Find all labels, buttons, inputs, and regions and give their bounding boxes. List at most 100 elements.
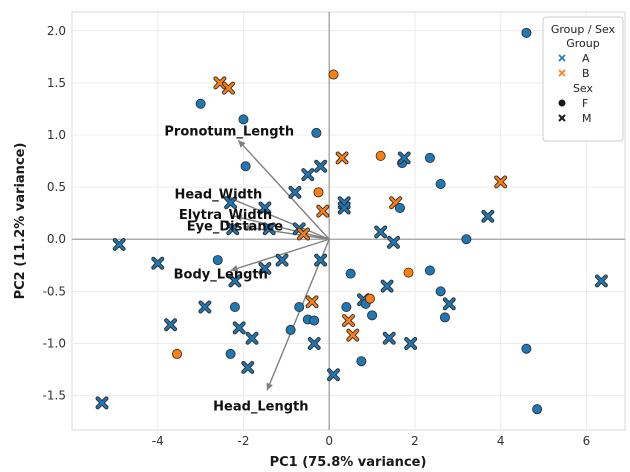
data-point — [313, 187, 324, 198]
marker-x — [259, 202, 271, 214]
data-point — [367, 310, 378, 321]
data-point — [288, 185, 302, 199]
data-point — [316, 204, 330, 218]
data-point — [594, 274, 608, 288]
x-tick-label: 4 — [497, 434, 505, 448]
x-tick-label: 6 — [583, 434, 591, 448]
loading-label: Eye_Distance — [187, 219, 284, 234]
marker-x — [495, 176, 507, 188]
data-point — [240, 161, 251, 172]
y-tick-label: 0.5 — [47, 180, 66, 194]
marker-x — [233, 322, 245, 334]
data-point — [341, 301, 352, 312]
data-point — [226, 222, 240, 236]
y-axis-label: PC2 (11.2% variance) — [13, 143, 28, 300]
marker-x — [263, 223, 275, 235]
marker-circle — [394, 202, 405, 213]
legend-label: B — [582, 67, 590, 80]
data-point — [212, 255, 223, 266]
marker-circle — [367, 310, 378, 321]
data-point — [337, 201, 351, 215]
data-point — [309, 315, 320, 326]
scatter-points — [95, 27, 608, 415]
legend-header: Sex — [573, 82, 594, 95]
data-point — [275, 253, 289, 267]
x-axis-label: PC1 (75.8% variance) — [270, 455, 427, 470]
marker-x — [199, 301, 211, 313]
y-tick-label: 2.0 — [47, 24, 66, 38]
data-point — [232, 321, 246, 335]
data-point — [439, 312, 450, 323]
legend-header: Group — [566, 37, 600, 50]
data-point — [172, 348, 183, 359]
marker-circle — [461, 234, 472, 245]
marker-x — [383, 332, 395, 344]
y-tick-label: -0.5 — [43, 284, 66, 298]
marker-circle — [313, 187, 324, 198]
marker-circle — [195, 98, 206, 109]
marker-x — [308, 337, 320, 350]
marker-x — [398, 152, 410, 164]
marker-circle — [424, 152, 435, 163]
data-point — [374, 225, 388, 239]
data-point — [314, 159, 328, 173]
data-point — [382, 331, 396, 345]
marker-circle — [403, 267, 414, 278]
legend-marker — [558, 54, 566, 62]
marker-circle — [328, 69, 339, 80]
marker-x — [276, 254, 288, 266]
marker-x — [315, 254, 327, 266]
loading-arrow — [234, 215, 330, 240]
marker-circle — [532, 404, 543, 415]
data-point — [221, 81, 235, 95]
legend-marker — [558, 114, 566, 122]
x-tick-label: 0 — [325, 434, 333, 448]
marker-x — [302, 169, 314, 181]
marker-x — [482, 210, 494, 222]
data-point — [258, 201, 272, 215]
data-point — [327, 368, 340, 382]
data-point — [164, 318, 178, 332]
marker-circle — [240, 161, 251, 172]
data-point — [213, 76, 227, 90]
y-tick-label: 0.0 — [47, 232, 66, 246]
marker-circle — [345, 268, 356, 279]
marker-x — [222, 82, 235, 94]
marker-x — [242, 361, 254, 374]
marker-circle — [311, 127, 322, 138]
data-point — [397, 151, 411, 165]
data-point — [342, 314, 355, 328]
marker-x — [315, 160, 327, 172]
marker-x — [227, 223, 239, 235]
plot-area — [71, 11, 626, 431]
data-point — [424, 152, 435, 163]
loading-label: Head_Length — [213, 400, 308, 415]
marker-x — [297, 228, 310, 240]
marker-x — [152, 257, 164, 269]
marker-x — [229, 275, 241, 287]
legend-entries: Group AB Sex FM — [558, 37, 600, 125]
marker-circle — [435, 178, 446, 189]
loading-arrowhead — [234, 214, 243, 222]
marker-circle — [294, 301, 305, 312]
loading-arrowhead — [238, 140, 246, 148]
data-point — [435, 286, 446, 297]
data-point — [494, 175, 508, 189]
data-point — [305, 295, 319, 309]
marker-x — [405, 337, 417, 350]
marker-x — [387, 236, 400, 248]
data-point — [151, 256, 165, 270]
x-tick-label: -4 — [152, 434, 164, 448]
data-point — [238, 114, 249, 125]
data-point — [424, 265, 435, 276]
legend-entry: F — [558, 97, 588, 110]
data-point — [328, 69, 339, 80]
data-point — [394, 202, 405, 213]
marker-circle — [229, 301, 240, 312]
y-tick-label: -1.5 — [43, 389, 66, 403]
loading-arrow — [228, 196, 330, 240]
marker-x — [375, 226, 387, 238]
marker-circle — [285, 324, 296, 335]
marker-circle — [309, 315, 320, 326]
